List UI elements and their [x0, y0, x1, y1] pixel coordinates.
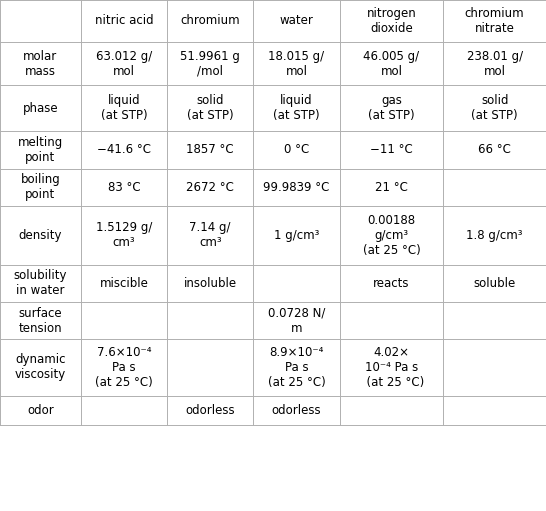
- Text: odor: odor: [27, 404, 54, 416]
- Text: molar
mass: molar mass: [23, 50, 57, 78]
- Text: 0 °C: 0 °C: [284, 144, 309, 156]
- Text: 7.14 g/
cm³: 7.14 g/ cm³: [189, 221, 231, 249]
- Text: 66 °C: 66 °C: [478, 144, 511, 156]
- Text: 1 g/cm³: 1 g/cm³: [274, 229, 319, 242]
- Text: density: density: [19, 229, 62, 242]
- Text: miscible: miscible: [99, 277, 149, 290]
- Text: liquid
(at STP): liquid (at STP): [100, 95, 147, 122]
- Text: −11 °C: −11 °C: [370, 144, 413, 156]
- Text: 238.01 g/
mol: 238.01 g/ mol: [467, 50, 523, 78]
- Text: 18.015 g/
mol: 18.015 g/ mol: [269, 50, 324, 78]
- Text: 99.9839 °C: 99.9839 °C: [263, 181, 330, 194]
- Text: solid
(at STP): solid (at STP): [187, 95, 234, 122]
- Text: 83 °C: 83 °C: [108, 181, 140, 194]
- Text: soluble: soluble: [473, 277, 516, 290]
- Text: 0.00188
g/cm³
(at 25 °C): 0.00188 g/cm³ (at 25 °C): [363, 214, 420, 257]
- Text: solubility
in water: solubility in water: [14, 269, 67, 297]
- Text: chromium
nitrate: chromium nitrate: [465, 7, 525, 35]
- Text: solid
(at STP): solid (at STP): [471, 95, 518, 122]
- Text: 7.6×10⁻⁴
Pa s
(at 25 °C): 7.6×10⁻⁴ Pa s (at 25 °C): [95, 346, 153, 389]
- Text: insoluble: insoluble: [183, 277, 237, 290]
- Text: −41.6 °C: −41.6 °C: [97, 144, 151, 156]
- Text: 46.005 g/
mol: 46.005 g/ mol: [364, 50, 419, 78]
- Text: 8.9×10⁻⁴
Pa s
(at 25 °C): 8.9×10⁻⁴ Pa s (at 25 °C): [268, 346, 325, 389]
- Text: gas
(at STP): gas (at STP): [368, 95, 415, 122]
- Text: 63.012 g/
mol: 63.012 g/ mol: [96, 50, 152, 78]
- Text: 0.0728 N/
m: 0.0728 N/ m: [268, 307, 325, 335]
- Text: odorless: odorless: [272, 404, 321, 416]
- Text: nitric acid: nitric acid: [94, 14, 153, 28]
- Text: 1.8 g/cm³: 1.8 g/cm³: [466, 229, 523, 242]
- Text: 21 °C: 21 °C: [375, 181, 408, 194]
- Text: phase: phase: [22, 102, 58, 115]
- Text: 1.5129 g/
cm³: 1.5129 g/ cm³: [96, 221, 152, 249]
- Text: 4.02×
10⁻⁴ Pa s
  (at 25 °C): 4.02× 10⁻⁴ Pa s (at 25 °C): [359, 346, 424, 389]
- Text: melting
point: melting point: [18, 136, 63, 164]
- Text: 2672 °C: 2672 °C: [186, 181, 234, 194]
- Text: boiling
point: boiling point: [21, 173, 60, 201]
- Text: 51.9961 g
/mol: 51.9961 g /mol: [180, 50, 240, 78]
- Text: surface
tension: surface tension: [19, 307, 62, 335]
- Text: liquid
(at STP): liquid (at STP): [273, 95, 320, 122]
- Text: 1857 °C: 1857 °C: [186, 144, 234, 156]
- Text: nitrogen
dioxide: nitrogen dioxide: [366, 7, 417, 35]
- Text: odorless: odorless: [186, 404, 235, 416]
- Text: reacts: reacts: [373, 277, 410, 290]
- Text: chromium: chromium: [180, 14, 240, 28]
- Text: dynamic
viscosity: dynamic viscosity: [15, 354, 66, 381]
- Text: water: water: [280, 14, 313, 28]
